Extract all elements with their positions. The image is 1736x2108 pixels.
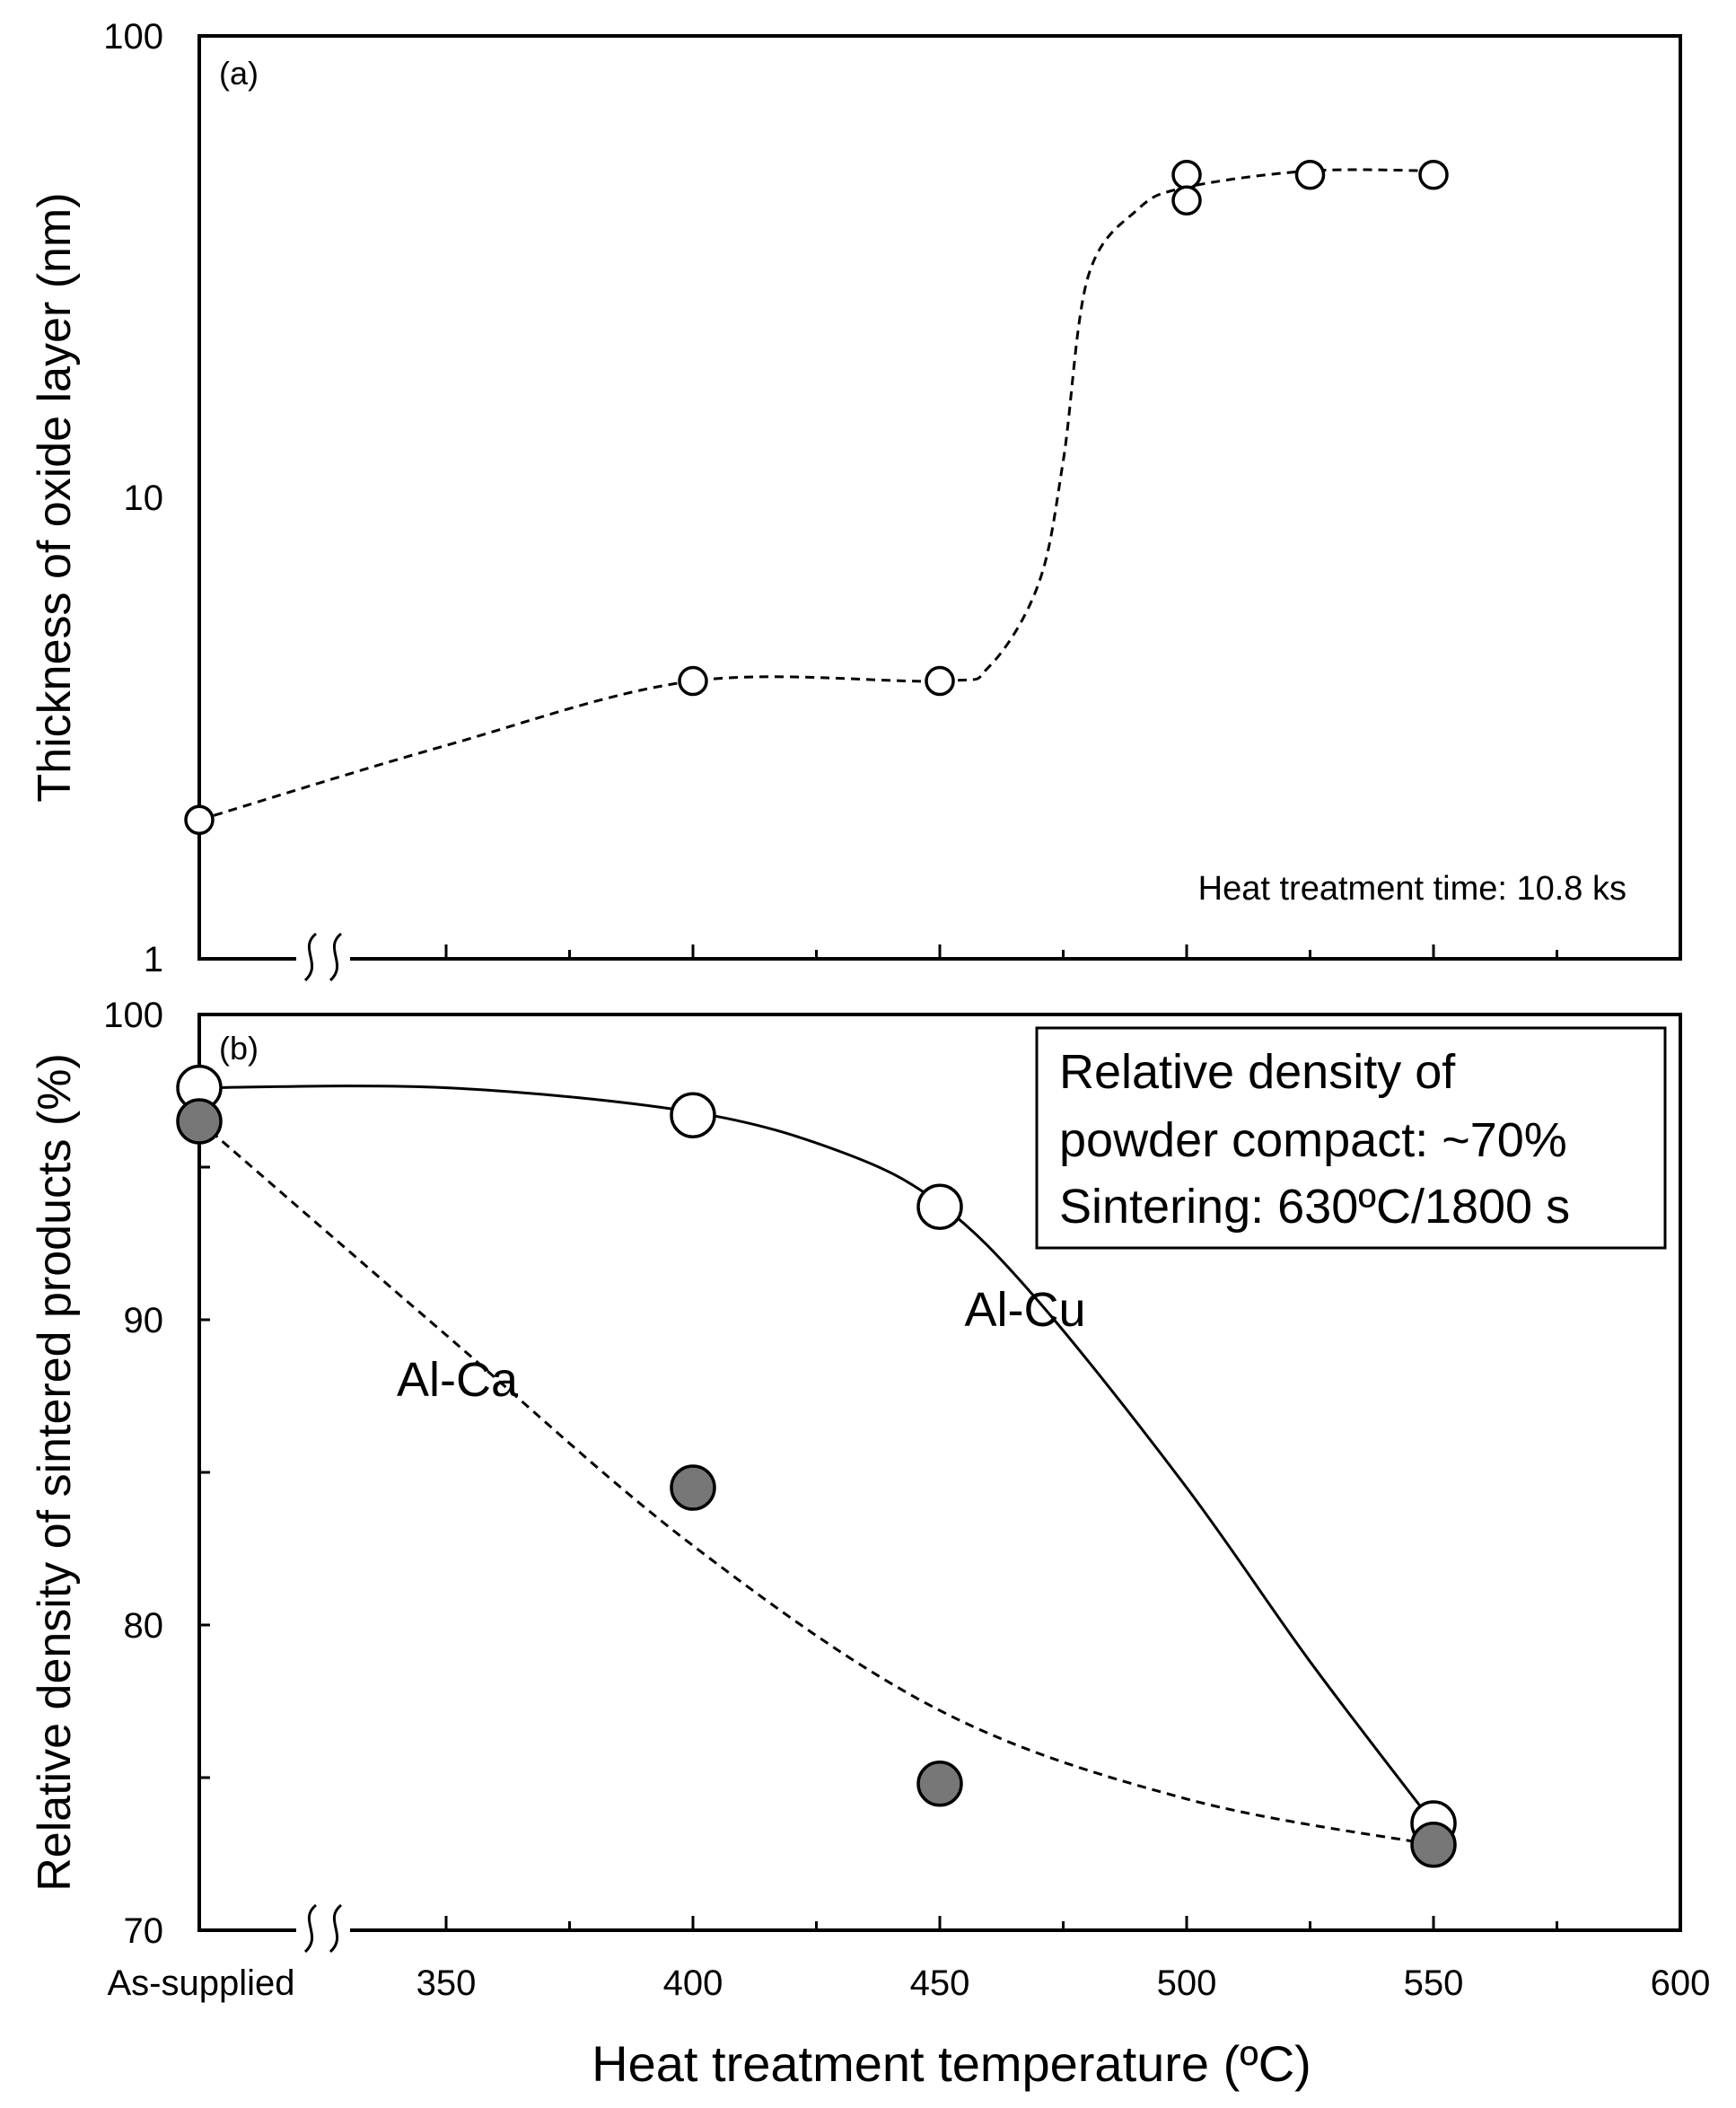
panel-a: (a) Heat treatment time: 10.8 ks Thickne… bbox=[29, 17, 1682, 986]
panel-a-y-tick-label-1: 1 bbox=[144, 940, 163, 979]
panel-a-x-ticks bbox=[321, 944, 1558, 959]
panel-a-point-7 bbox=[1418, 159, 1449, 190]
panel-b-al-ca-point-3 bbox=[916, 1761, 963, 1807]
legend-box-line-1: Relative density of bbox=[1059, 1045, 1456, 1099]
x-tick-label-500: 500 bbox=[1157, 1963, 1217, 2003]
panel-b-y-tick-label-70: 70 bbox=[124, 1911, 164, 1951]
panel-a-label: (a) bbox=[219, 55, 259, 92]
panel-a-point-1 bbox=[184, 804, 215, 836]
panel-b-break-squiggle-1 bbox=[303, 1903, 318, 1954]
panel-a-point-5 bbox=[1171, 185, 1202, 216]
x-tick-label-as-supplied: As-supplied bbox=[107, 1963, 294, 2003]
panel-b-axis-break bbox=[296, 1903, 350, 1957]
panel-b-y-tick-label-100: 100 bbox=[103, 996, 163, 1035]
panel-a-annotation: Heat treatment time: 10.8 ks bbox=[1198, 870, 1626, 908]
panel-b-x-ticks bbox=[321, 1916, 1558, 1930]
x-tick-label-550: 550 bbox=[1404, 1963, 1464, 2003]
legend-box-frame bbox=[1035, 1026, 1667, 1250]
panel-a-point-3 bbox=[925, 665, 955, 697]
panel-b-break-squiggle-2 bbox=[329, 1903, 343, 1954]
panel-a-break-squiggle-1 bbox=[303, 932, 318, 982]
panel-b-series-label-al-ca: Al-Ca bbox=[397, 1353, 519, 1407]
panel-b-y-axis-title: Relative density of sintered products (%… bbox=[29, 1053, 81, 1892]
x-tick-label-350: 350 bbox=[416, 1963, 477, 2003]
panel-b-al-cu-point-3 bbox=[916, 1183, 963, 1230]
legend-box-line-3: Sintering: 630ºC/1800 s bbox=[1059, 1180, 1570, 1234]
panel-a-y-ticks: 1 10 100 bbox=[103, 17, 163, 979]
panel-a-points bbox=[184, 159, 1449, 836]
panel-b-series-labels: Al-Cu Al-Ca bbox=[397, 1283, 1086, 1407]
panel-a-trend-line bbox=[198, 168, 1434, 821]
panel-a-y-axis-title: Thickness of oxide layer (nm) bbox=[29, 192, 81, 802]
panel-b-y-tick-label-80: 80 bbox=[124, 1606, 164, 1646]
panel-b-al-ca-point-4 bbox=[1410, 1822, 1457, 1868]
x-tick-label-600: 600 bbox=[1651, 1963, 1711, 2003]
panel-a-frame bbox=[197, 34, 1682, 961]
panel-a-break-mask bbox=[296, 932, 350, 986]
panel-b-al-ca-point-1 bbox=[176, 1098, 223, 1145]
panel-a-y-tick-label-10: 10 bbox=[124, 479, 164, 518]
panel-a-y-tick-label-100: 100 bbox=[103, 17, 163, 57]
panel-a-point-4 bbox=[1171, 159, 1202, 190]
panel-b-points bbox=[176, 1064, 1457, 1868]
panel-a-point-6 bbox=[1294, 159, 1326, 190]
panel-b-break-mask bbox=[296, 1903, 350, 1957]
panel-a-break-squiggle-2 bbox=[329, 932, 343, 982]
legend-box-line-2: powder compact: ~70% bbox=[1059, 1113, 1567, 1167]
panel-b-legend-box: Relative density of powder compact: ~70%… bbox=[1035, 1026, 1667, 1250]
panel-b-y-ticks: 70 80 90 100 bbox=[103, 996, 210, 1951]
x-tick-label-450: 450 bbox=[910, 1963, 970, 2003]
panel-b: (b) Relative density of sintered product… bbox=[29, 996, 1682, 1957]
panel-b-al-ca-trend-line bbox=[198, 1120, 1434, 1847]
panel-a-axis-break bbox=[296, 932, 350, 986]
x-axis-title: Heat treatment temperature (ºC) bbox=[592, 2035, 1311, 2092]
panel-b-al-ca-point-2 bbox=[670, 1464, 716, 1511]
panel-a-point-2 bbox=[678, 665, 708, 697]
panel-b-series-label-al-cu: Al-Cu bbox=[965, 1283, 1086, 1337]
panel-b-al-cu-point-2 bbox=[670, 1092, 716, 1138]
x-tick-label-400: 400 bbox=[663, 1963, 723, 2003]
x-tick-labels: As-supplied 350 400 450 500 550 600 bbox=[107, 1963, 1710, 2003]
panel-a-thickness-trend-line bbox=[198, 168, 1434, 821]
panel-b-label: (b) bbox=[219, 1030, 259, 1067]
panel-b-y-tick-label-90: 90 bbox=[124, 1301, 164, 1340]
